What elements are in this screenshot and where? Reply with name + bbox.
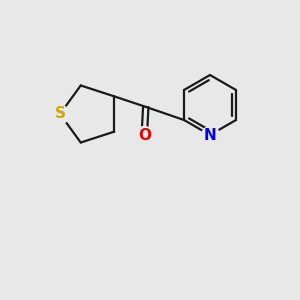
Text: N: N <box>204 128 216 142</box>
Text: O: O <box>138 128 151 143</box>
Text: S: S <box>55 106 65 122</box>
